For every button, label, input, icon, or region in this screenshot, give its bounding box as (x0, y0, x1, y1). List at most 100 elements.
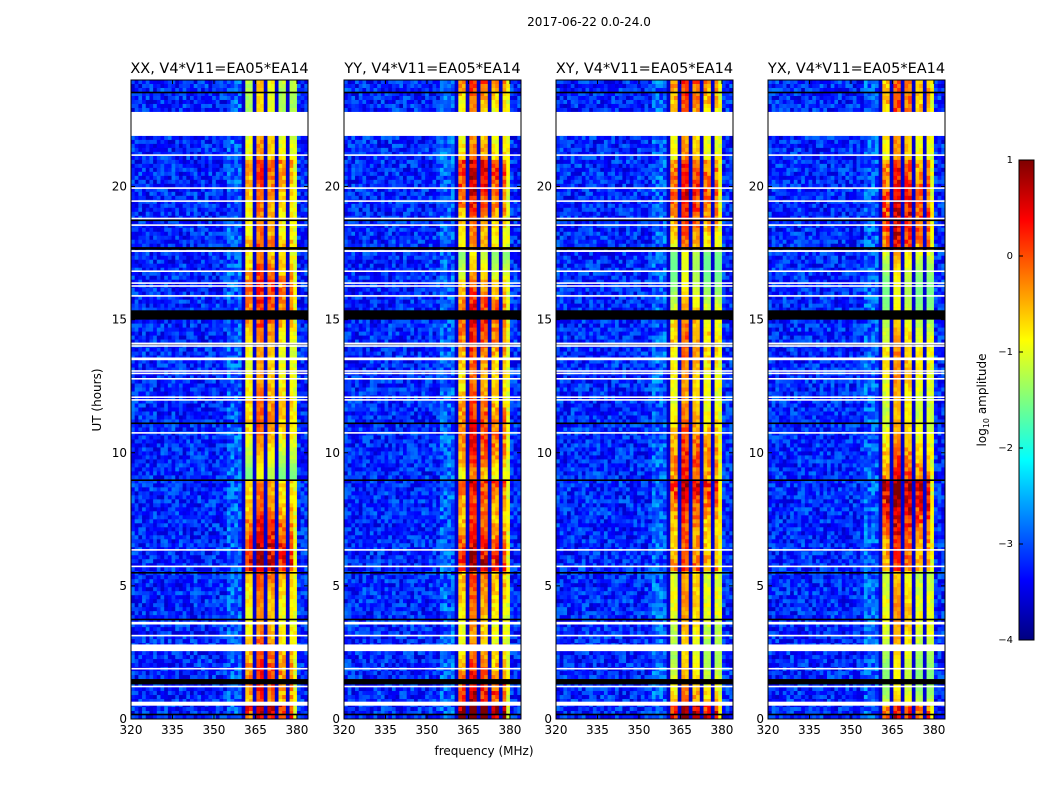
heatmap-cell (278, 347, 283, 352)
heatmap-cell (138, 251, 143, 257)
heatmap-cell (237, 483, 242, 488)
heatmap-cell (263, 235, 268, 241)
heatmap-cell (160, 107, 165, 113)
heatmap-cell (285, 87, 290, 93)
heatmap-cell (304, 211, 308, 217)
heatmap-cell (252, 263, 257, 268)
heatmap-cell (271, 435, 276, 440)
heatmap-cell (204, 379, 209, 384)
heatmap-cell (271, 331, 276, 336)
heatmap-cell (263, 427, 268, 432)
heatmap-cell (274, 367, 279, 372)
heatmap-cell (149, 99, 154, 105)
heatmap-cell (164, 183, 169, 189)
heatmap-cell (285, 367, 290, 372)
heatmap-cell (197, 471, 202, 476)
heatmap-cell (204, 247, 209, 253)
heatmap-cell (193, 255, 198, 261)
heatmap-cell (260, 419, 265, 424)
heatmap-cell (167, 135, 172, 141)
heatmap-cell (145, 207, 150, 213)
heatmap-cell (245, 255, 250, 261)
heatmap-cell (237, 259, 242, 265)
heatmap-cell (190, 295, 194, 300)
heatmap-cell (230, 199, 235, 205)
heatmap-cell (164, 239, 169, 245)
heatmap-cell (145, 151, 150, 157)
heatmap-cell (131, 323, 135, 328)
heatmap-cell (245, 159, 250, 165)
heatmap-cell (190, 483, 194, 488)
heatmap-cell (289, 443, 294, 448)
heatmap-cell (234, 91, 239, 97)
heatmap-cell (201, 87, 206, 93)
heatmap-cell (289, 143, 294, 149)
heatmap-cell (293, 299, 298, 304)
heatmap-cell (167, 447, 172, 452)
heatmap-cell (164, 447, 169, 452)
heatmap-cell (260, 399, 265, 404)
heatmap-cell (164, 307, 169, 312)
heatmap-cell (167, 407, 172, 412)
heatmap-cell (171, 211, 176, 217)
heatmap-cell (278, 439, 283, 444)
heatmap-cell (138, 451, 143, 456)
heatmap-cell (249, 479, 253, 484)
heatmap-cell (223, 271, 228, 276)
heatmap-cell (226, 95, 231, 101)
heatmap-cell (153, 167, 158, 173)
heatmap-cell (252, 139, 257, 145)
heatmap-cell (138, 239, 143, 245)
heatmap-cell (230, 399, 235, 404)
heatmap-cell (271, 95, 276, 101)
heatmap-cell (296, 247, 301, 253)
heatmap-cell (201, 275, 206, 280)
heatmap-cell (149, 139, 154, 145)
heatmap-cell (178, 107, 183, 113)
heatmap-cell (171, 439, 176, 444)
heatmap-cell (230, 191, 235, 197)
heatmap-cell (304, 291, 308, 296)
heatmap-cell (186, 143, 191, 149)
heatmap-cell (274, 271, 279, 276)
heatmap-cell (193, 435, 198, 440)
heatmap-cell (197, 347, 202, 352)
heatmap-cell (164, 83, 169, 89)
heatmap-cell (267, 399, 272, 404)
heatmap-cell (190, 243, 194, 249)
heatmap-cell (167, 271, 172, 276)
heatmap-cell (178, 403, 183, 408)
heatmap-cell (186, 87, 191, 93)
heatmap-cell (149, 83, 154, 89)
heatmap-cell (201, 307, 206, 312)
heatmap-cell (260, 455, 265, 460)
heatmap-cell (142, 151, 147, 157)
heatmap-cell (178, 251, 183, 257)
heatmap-cell (164, 351, 169, 356)
heatmap-cell (204, 275, 209, 280)
heatmap-cell (190, 135, 194, 141)
heatmap-cell (201, 439, 206, 444)
heatmap-cell (293, 447, 298, 452)
heatmap-cell (241, 80, 246, 85)
heatmap-cell (267, 419, 272, 424)
heatmap-cell (193, 455, 198, 460)
heatmap-cell (201, 187, 206, 193)
heatmap-cell (182, 479, 187, 484)
heatmap-cell (145, 467, 150, 472)
heatmap-cell (208, 139, 213, 145)
heatmap-cell (175, 207, 180, 213)
heatmap-cell (197, 159, 202, 165)
heatmap-cell (149, 459, 154, 464)
heatmap-cell (219, 95, 224, 101)
heatmap-cell (304, 335, 308, 340)
heatmap-cell (241, 247, 246, 253)
heatmap-cell (223, 87, 228, 93)
heatmap-cell (160, 207, 165, 213)
heatmap-cell (156, 351, 161, 356)
heatmap-cell (249, 427, 253, 432)
heatmap-cell (245, 379, 250, 384)
heatmap-cell (175, 151, 180, 157)
heatmap-cell (278, 335, 283, 340)
heatmap-cell (285, 363, 290, 368)
